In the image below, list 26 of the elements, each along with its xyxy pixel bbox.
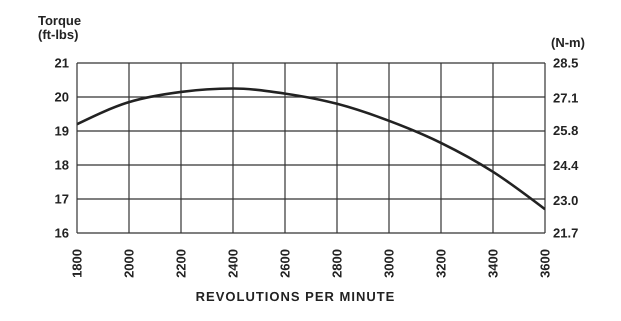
x-tick-label: 3600 [538,249,552,278]
y2-axis-title: (N-m) [551,35,585,50]
x-axis-title: REVOLUTIONS PER MINUTE [196,289,396,304]
y-tick-label: 19 [54,124,69,139]
x-tick-label: 2600 [278,249,292,278]
y2-tick-label: 21.7 [553,226,578,241]
y-axis-title: Torque (ft-lbs) [38,13,82,42]
x-tick-label: 3000 [382,249,396,278]
y-tick-label: 20 [54,90,69,105]
x-tick-label: 3200 [434,249,448,278]
x-tick-label: 2400 [226,249,240,278]
y-tick-label: 17 [54,192,69,207]
y-tick-label: 18 [54,158,69,173]
x-tick-label: 2800 [330,249,344,278]
y2-tick-label: 27.1 [553,90,578,106]
x-tick-label: 1800 [70,249,84,278]
line-series [77,87,545,210]
y2-tick-label: 25.8 [553,123,578,138]
x-tick-label: 2000 [122,249,136,278]
y2-tick-label: 24.4 [553,158,580,174]
x-tick-label: 2200 [174,249,188,278]
y2-tick-label: 23.0 [553,193,578,208]
y-tick-label: 21 [54,56,69,71]
y-tick-label: 16 [54,226,69,241]
y2-tick-label: 28.5 [553,56,578,71]
x-tick-label: 3400 [486,249,500,278]
